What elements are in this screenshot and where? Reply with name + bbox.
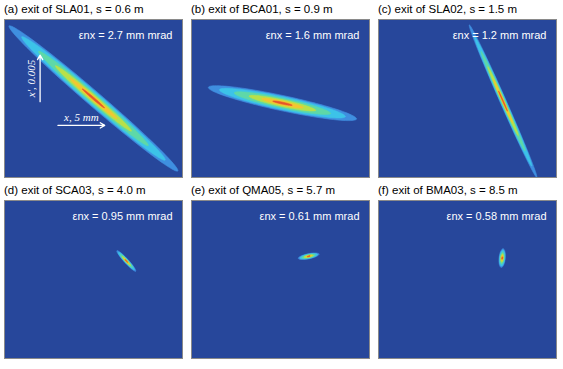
svg-text:εnx = 0.58 mm mrad: εnx = 0.58 mm mrad: [447, 210, 547, 222]
svg-text:εnx = 0.61 mm mrad: εnx = 0.61 mm mrad: [260, 210, 360, 222]
html-text:(b) exit of BCA01, s = 0.9 m: (b) exit of BCA01, s = 0.9 m: [191, 3, 333, 15]
svg-text:x', 0.005: x', 0.005: [25, 59, 37, 98]
html-text:(e) exit of QMA05, s = 5.7 m: (e) exit of QMA05, s = 5.7 m: [191, 184, 336, 196]
svg-text:εnx = 1.6 mm mrad: εnx = 1.6 mm mrad: [266, 29, 360, 41]
svg-text:εnx = 0.95 mm mrad: εnx = 0.95 mm mrad: [73, 210, 173, 222]
html-text:(a) exit of SLA01, s = 0.6 m: (a) exit of SLA01, s = 0.6 m: [4, 3, 144, 15]
svg-text:x, 5 mm: x, 5 mm: [63, 111, 99, 123]
svg-text:εnx = 1.2 mm mrad: εnx = 1.2 mm mrad: [453, 29, 547, 41]
svg-text:εnx = 2.7 mm mrad: εnx = 2.7 mm mrad: [79, 29, 173, 41]
html-text:(d) exit of SCA03, s = 4.0 m: (d) exit of SCA03, s = 4.0 m: [4, 184, 146, 196]
html-text:(c) exit of SLA02, s = 1.5 m: (c) exit of SLA02, s = 1.5 m: [378, 3, 517, 15]
html-text:(f) exit of BMA03, s = 8.5 m: (f) exit of BMA03, s = 8.5 m: [378, 184, 518, 196]
